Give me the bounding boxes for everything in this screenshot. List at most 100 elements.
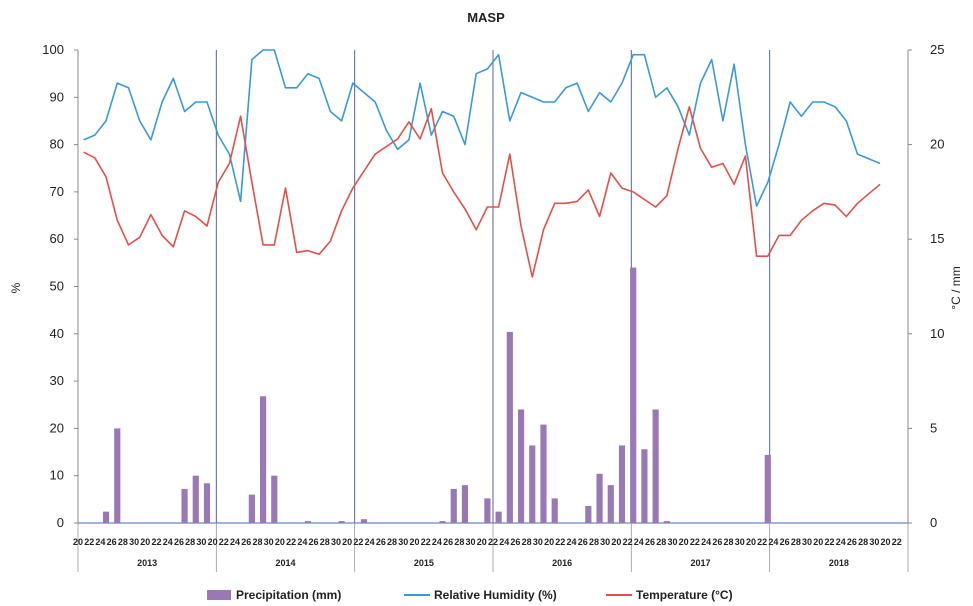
year-label: 2018 xyxy=(829,558,849,568)
x-tick-label: 20 xyxy=(544,537,554,547)
x-tick-label: 22 xyxy=(555,537,565,547)
precipitation-bar xyxy=(304,521,312,523)
x-tick-label: 30 xyxy=(869,537,879,547)
x-tick-label: 24 xyxy=(567,537,577,547)
x-tick-label: 22 xyxy=(152,537,162,547)
x-tick-label: 22 xyxy=(892,537,902,547)
legend-label-precipitation: Precipitation (mm) xyxy=(236,588,341,602)
x-tick-label: 30 xyxy=(533,537,543,547)
x-tick-label: 22 xyxy=(488,537,498,547)
y-left-tick-label: 100 xyxy=(42,42,64,57)
x-tick-label: 26 xyxy=(510,537,520,547)
x-tick-label: 24 xyxy=(297,537,307,547)
y-left-tick-label: 0 xyxy=(57,515,64,530)
x-tick-label: 26 xyxy=(309,537,319,547)
y-left-tick-label: 30 xyxy=(50,373,64,388)
precipitation-bar xyxy=(652,409,659,523)
x-tick-label: 30 xyxy=(466,537,476,547)
x-tick-label: 28 xyxy=(656,537,666,547)
x-tick-label: 30 xyxy=(667,537,677,547)
x-tick-label: 20 xyxy=(611,537,621,547)
x-tick-label: 30 xyxy=(196,537,206,547)
year-label: 2016 xyxy=(552,558,572,568)
precipitation-bar xyxy=(259,396,267,523)
x-tick-label: 20 xyxy=(275,537,285,547)
year-label: 2014 xyxy=(275,558,295,568)
y-left-tick-label: 40 xyxy=(50,326,64,341)
precipitation-bar xyxy=(439,521,446,523)
year-label: 2013 xyxy=(137,558,157,568)
x-tick-label: 22 xyxy=(690,537,700,547)
year-label: 2017 xyxy=(690,558,710,568)
precipitation-bar xyxy=(764,454,771,523)
legend-label-temperature: Temperature (°C) xyxy=(636,588,733,602)
x-tick-label: 20 xyxy=(746,537,756,547)
x-tick-label: 20 xyxy=(73,537,83,547)
precipitation-bar xyxy=(484,498,491,523)
x-tick-label: 22 xyxy=(757,537,767,547)
x-tick-label: 28 xyxy=(252,537,262,547)
x-tick-label: 22 xyxy=(219,537,229,547)
x-tick-label: 26 xyxy=(107,537,117,547)
precipitation-bar xyxy=(248,494,255,523)
precipitation-bar xyxy=(181,488,188,523)
x-tick-label: 26 xyxy=(712,537,722,547)
x-tick-label: 28 xyxy=(791,537,801,547)
x-tick-label: 24 xyxy=(836,537,846,547)
precipitation-bar xyxy=(450,488,457,523)
x-tick-label: 30 xyxy=(735,537,745,547)
precipitation-bar xyxy=(630,267,637,523)
precipitation-bar xyxy=(618,445,626,523)
x-tick-label: 26 xyxy=(780,537,790,547)
y-left-tick-label: 60 xyxy=(50,231,64,246)
precipitation-bar xyxy=(529,445,536,523)
x-tick-label: 22 xyxy=(824,537,834,547)
y-right-tick-label: 20 xyxy=(930,137,944,152)
precipitation-bar xyxy=(192,475,199,523)
y-left-tick-label: 50 xyxy=(50,279,64,294)
y-left-tick-label: 70 xyxy=(50,184,64,199)
x-tick-label: 30 xyxy=(398,537,408,547)
x-tick-label: 24 xyxy=(499,537,509,547)
precipitation-bar xyxy=(338,521,345,523)
y-left-tick-label: 20 xyxy=(50,420,64,435)
x-tick-label: 22 xyxy=(421,537,431,547)
x-tick-label: 22 xyxy=(623,537,633,547)
x-tick-label: 26 xyxy=(174,537,184,547)
precipitation-bar xyxy=(517,409,525,523)
x-tick-label: 20 xyxy=(813,537,823,547)
x-tick-label: 30 xyxy=(331,537,341,547)
x-tick-label: 28 xyxy=(589,537,599,547)
precipitation-bar xyxy=(461,485,469,523)
x-tick-label: 26 xyxy=(376,537,386,547)
y-right-tick-label: 0 xyxy=(930,515,937,530)
precipitation-bar xyxy=(585,505,592,523)
x-tick-label: 24 xyxy=(432,537,442,547)
x-tick-label: 26 xyxy=(578,537,588,547)
x-tick-label: 26 xyxy=(443,537,453,547)
legend: Precipitation (mm) Relative Humidity (%)… xyxy=(207,588,733,602)
x-tick-label: 30 xyxy=(129,537,139,547)
precipitation-bar xyxy=(540,424,547,523)
x-tick-label: 20 xyxy=(208,537,218,547)
precipitation-bar xyxy=(551,498,558,523)
precipitation-bar xyxy=(102,511,110,523)
x-tick-label: 20 xyxy=(679,537,689,547)
x-tick-label: 20 xyxy=(409,537,419,547)
y-right-tick-label: 5 xyxy=(930,420,937,435)
x-tick-label: 24 xyxy=(701,537,711,547)
precipitation-bar xyxy=(641,449,648,523)
precipitation-bar xyxy=(506,331,513,523)
precipitation-bar xyxy=(495,511,502,523)
x-tick-label: 30 xyxy=(600,537,610,547)
precipitation-bar xyxy=(360,519,368,523)
x-tick-label: 22 xyxy=(84,537,94,547)
x-tick-label: 20 xyxy=(140,537,150,547)
x-tick-label: 28 xyxy=(454,537,464,547)
legend-label-humidity: Relative Humidity (%) xyxy=(434,588,557,602)
x-tick-label: 20 xyxy=(342,537,352,547)
x-tick-label: 22 xyxy=(286,537,296,547)
y-right-tick-label: 25 xyxy=(930,42,944,57)
x-tick-label: 20 xyxy=(881,537,891,547)
